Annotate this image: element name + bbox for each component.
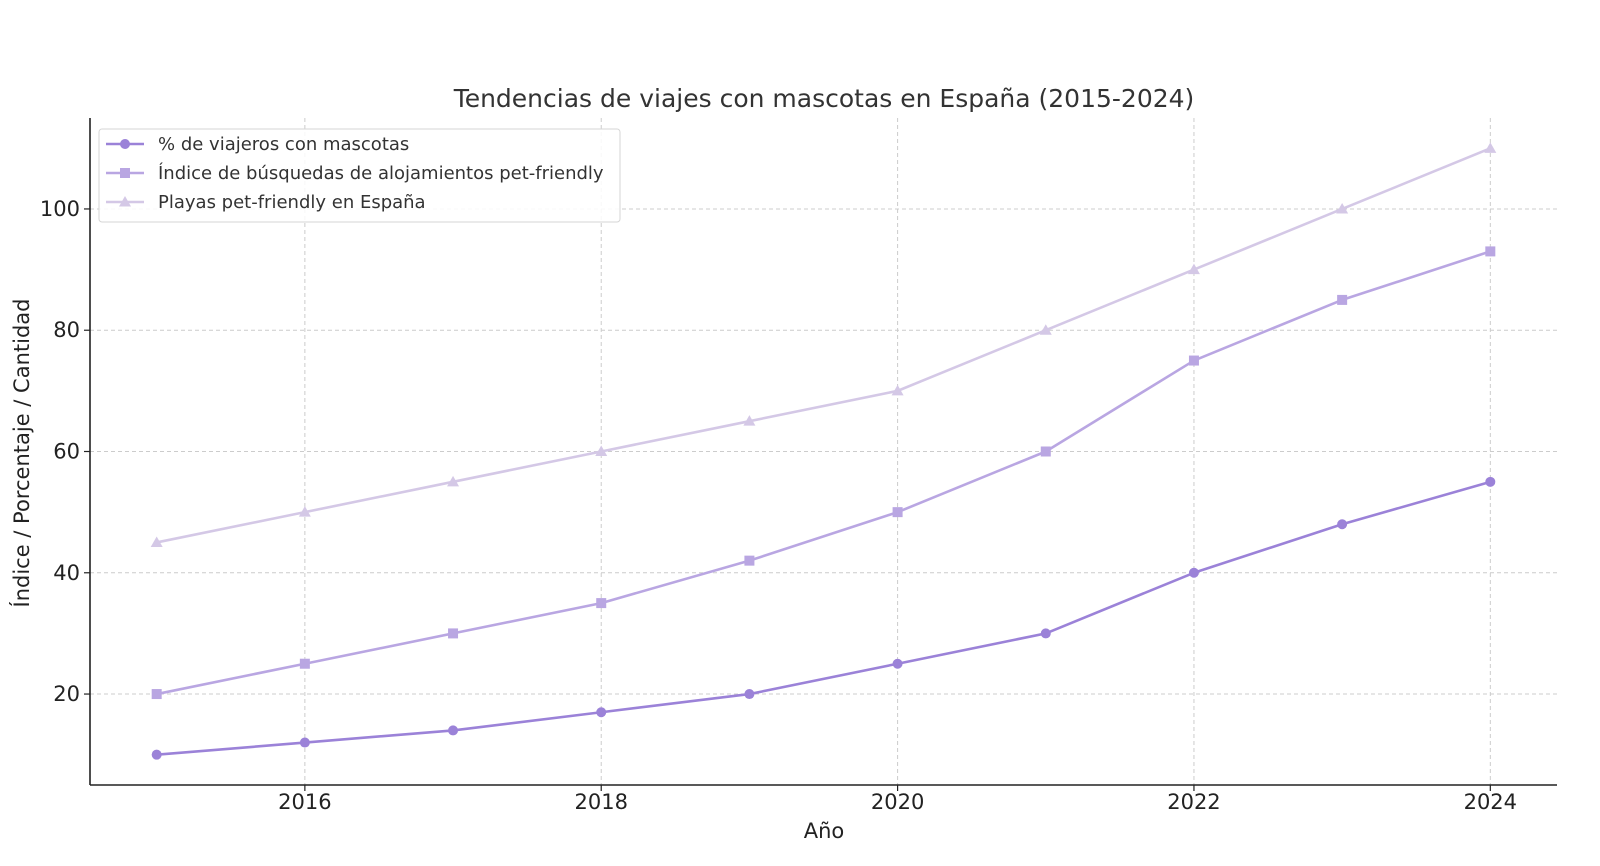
- legend-item: Índice de búsquedas de alojamientos pet-…: [106, 162, 604, 184]
- data-point: [596, 598, 607, 609]
- legend-marker: [120, 139, 130, 149]
- chart-title: Tendencias de viajes con mascotas en Esp…: [453, 84, 1195, 113]
- data-point: [596, 707, 607, 718]
- data-point: [595, 445, 608, 456]
- grid-layer: [90, 118, 1557, 785]
- x-tick-label: 2024: [1464, 790, 1517, 814]
- data-point: [892, 658, 903, 669]
- x-tick-label: 2018: [575, 790, 628, 814]
- y-tick-label: 80: [53, 318, 80, 342]
- y-tick-label: 20: [53, 682, 80, 706]
- legend-box: [98, 128, 621, 223]
- y-tick-label: 60: [53, 440, 80, 464]
- series-1: [151, 476, 1496, 760]
- legend-label: Playas pet-friendly en España: [158, 192, 426, 213]
- data-point: [1040, 628, 1051, 639]
- legend-item: % de viajeros con mascotas: [106, 134, 409, 155]
- data-point: [1337, 294, 1348, 305]
- data-point: [744, 689, 755, 700]
- data-point: [150, 536, 163, 547]
- x-tick-label: 2016: [278, 790, 331, 814]
- data-point: [1484, 142, 1497, 153]
- data-point: [1039, 324, 1052, 335]
- series-3: [150, 142, 1497, 547]
- data-point: [1337, 519, 1348, 530]
- series-layer: [150, 142, 1497, 760]
- axes-layer: 2016 2018 2020 2022 2024 20 40 60 80 100: [40, 118, 1557, 814]
- data-point: [299, 737, 310, 748]
- data-point: [298, 506, 311, 517]
- legend: % de viajeros con mascotas Índice de búsq…: [98, 128, 621, 223]
- data-point: [891, 384, 904, 396]
- legend-marker: [120, 168, 130, 178]
- y-tick-label: 40: [53, 561, 80, 585]
- data-point: [1485, 246, 1496, 257]
- data-point: [448, 628, 459, 639]
- legend-item: Playas pet-friendly en España: [106, 192, 426, 213]
- legend-label: Índice de búsquedas de alojamientos pet-…: [158, 162, 604, 184]
- x-axis-label: Año: [804, 819, 845, 843]
- data-point: [743, 415, 756, 426]
- data-point: [1336, 202, 1349, 214]
- legend-label: % de viajeros con mascotas: [158, 134, 409, 155]
- series-2: [151, 246, 1496, 700]
- data-point: [744, 555, 755, 566]
- data-point: [1187, 263, 1200, 275]
- legend-marker: [119, 196, 131, 207]
- data-point: [1485, 476, 1496, 487]
- data-point: [447, 475, 460, 487]
- data-point: [151, 689, 162, 700]
- data-point: [1188, 355, 1199, 366]
- data-point: [1040, 446, 1051, 457]
- data-point: [892, 507, 903, 518]
- data-point: [299, 658, 310, 669]
- y-tick-label: 100: [40, 197, 80, 221]
- data-point: [448, 725, 459, 736]
- series-line: [156, 147, 1491, 544]
- data-point: [151, 749, 162, 760]
- data-point: [1188, 567, 1199, 578]
- series-line: [156, 250, 1491, 696]
- x-tick-label: 2020: [871, 790, 924, 814]
- y-axis-label: Índice / Porcentaje / Cantidad: [9, 299, 34, 608]
- series-line: [156, 480, 1491, 756]
- x-tick-label: 2022: [1167, 790, 1220, 814]
